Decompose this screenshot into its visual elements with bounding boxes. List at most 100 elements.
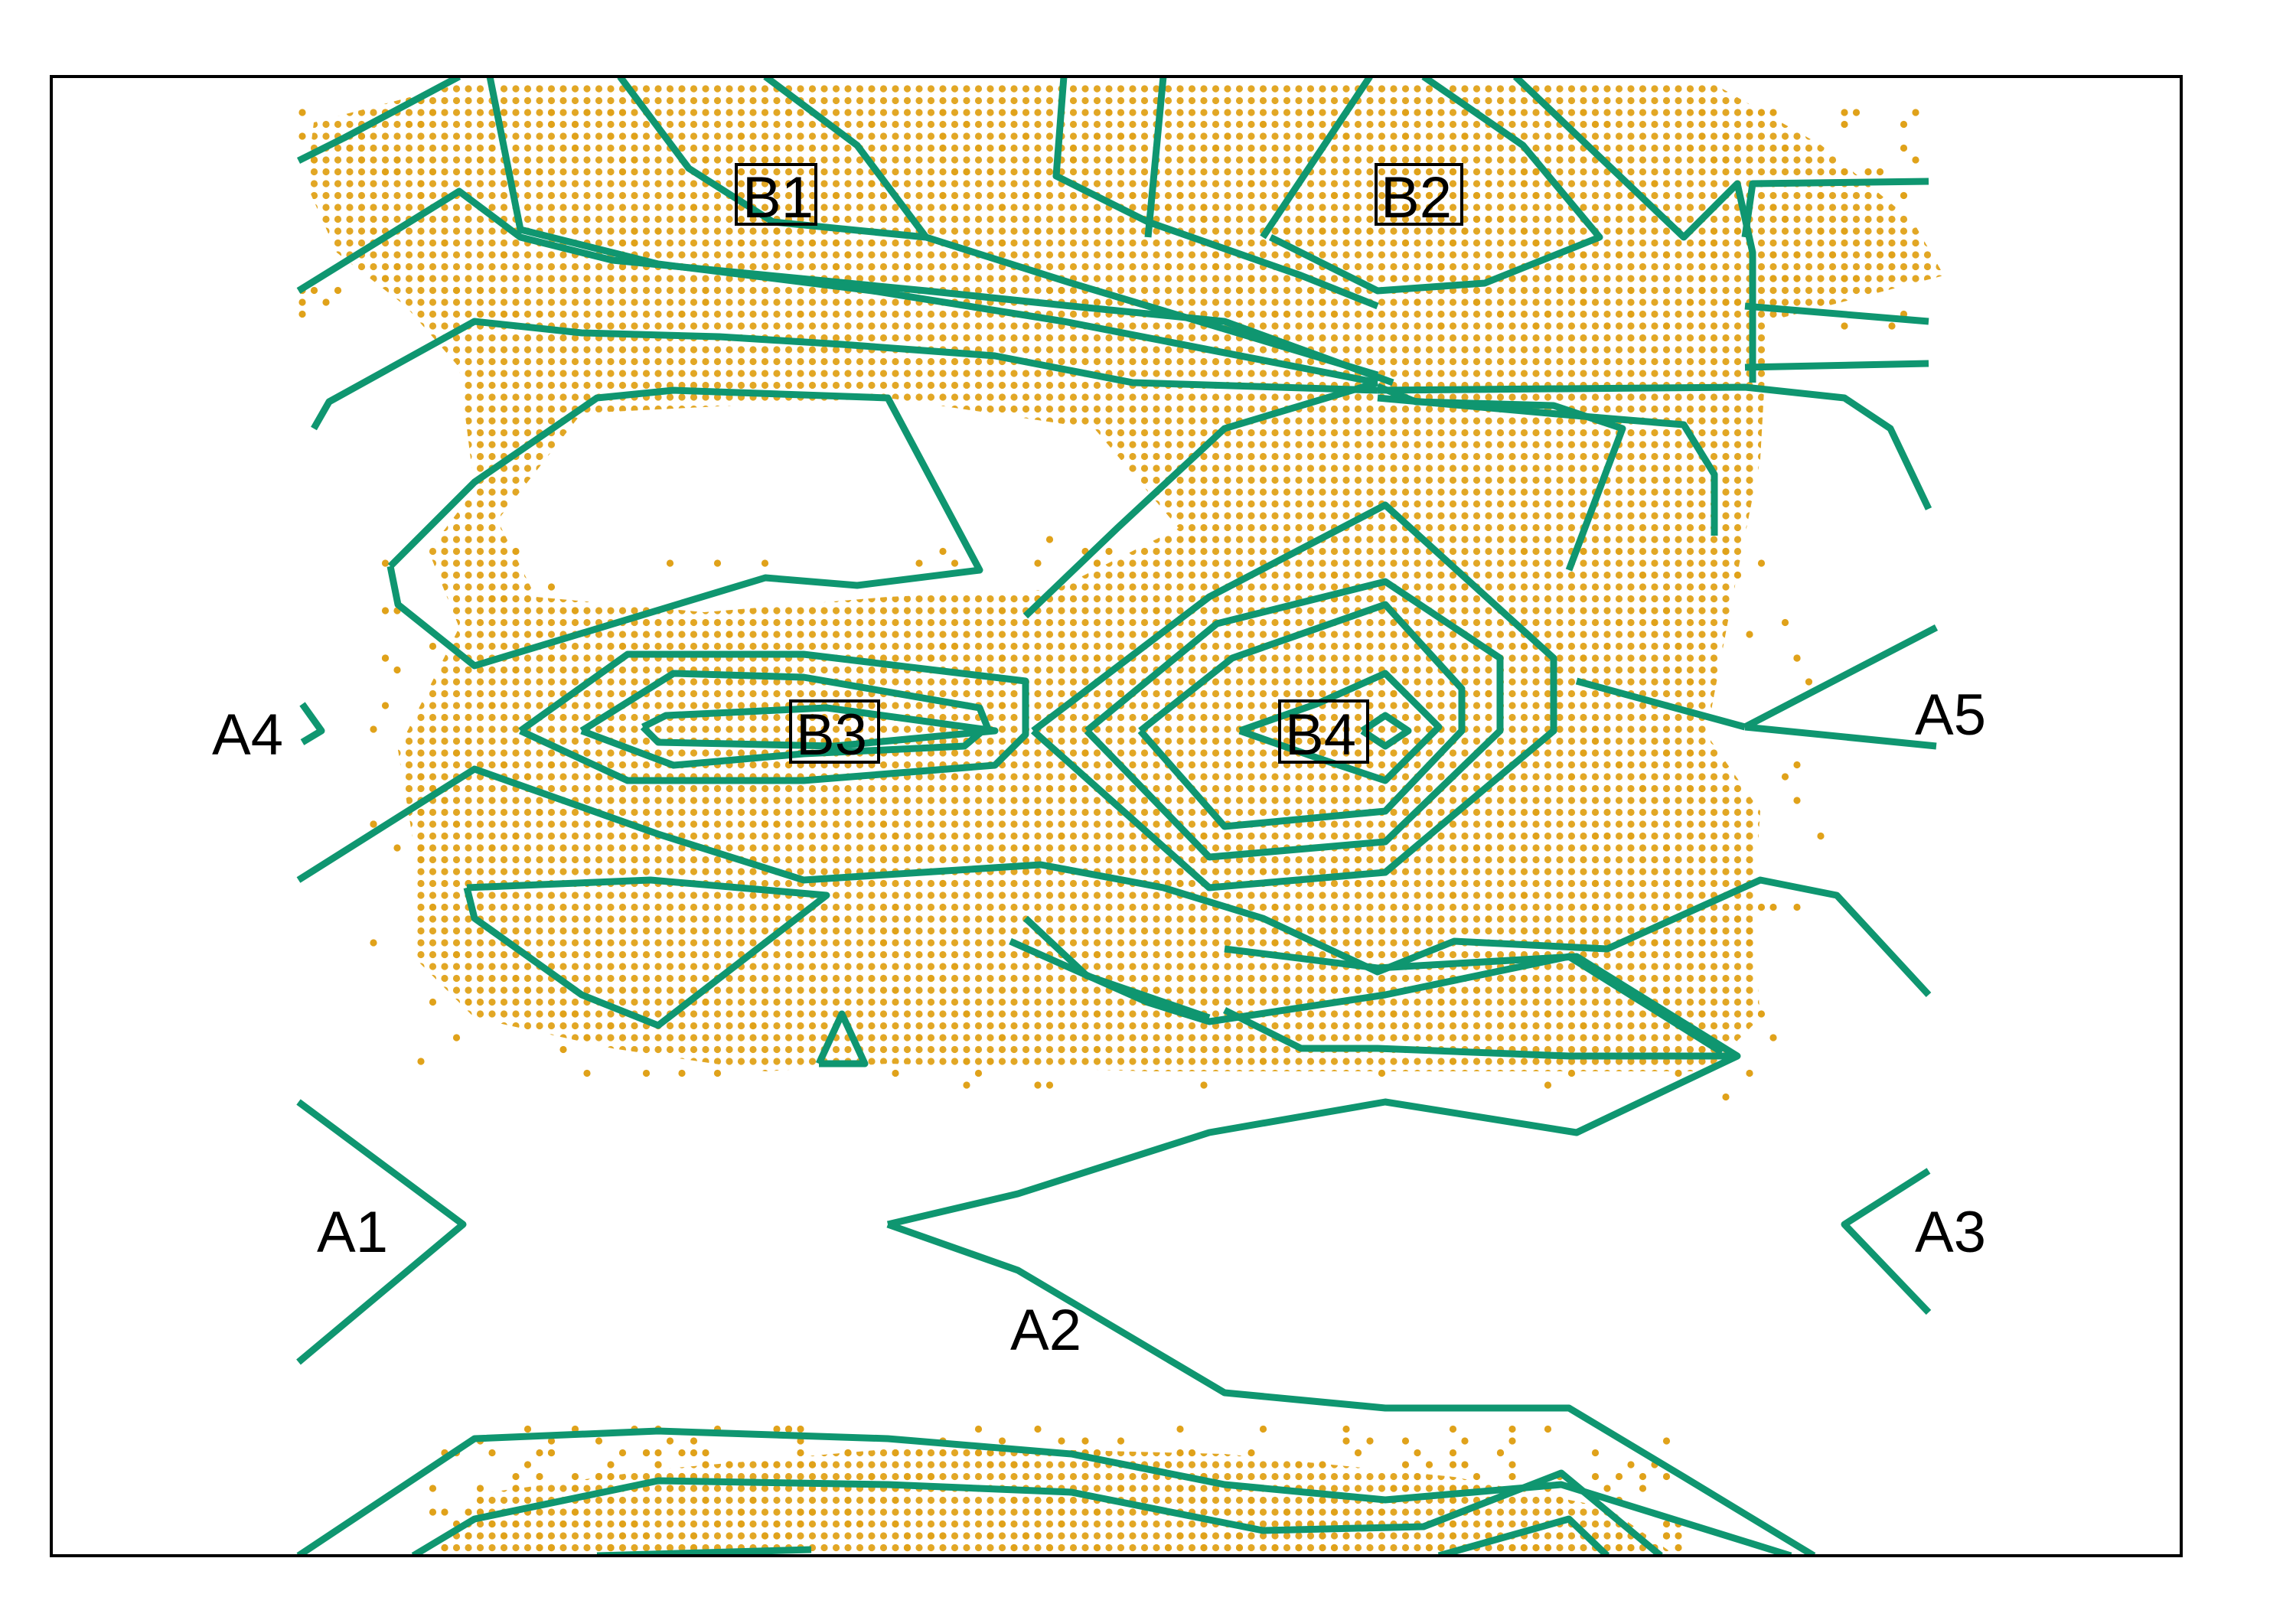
stipple-dot bbox=[417, 856, 425, 864]
stipple-dot bbox=[1306, 820, 1315, 828]
stipple-dot bbox=[1105, 227, 1113, 235]
stipple-dot bbox=[1710, 156, 1718, 164]
stipple-dot bbox=[488, 1520, 496, 1528]
stipple-dot bbox=[1425, 262, 1433, 271]
stipple-dot bbox=[1520, 227, 1528, 235]
stipple-dot bbox=[583, 1069, 591, 1077]
stipple-dot bbox=[571, 144, 579, 152]
stipple-dot bbox=[1757, 109, 1766, 116]
stipple-dot bbox=[357, 132, 366, 140]
contour-line bbox=[1575, 677, 1746, 731]
stipple-dot bbox=[1675, 879, 1682, 888]
stipple-dot bbox=[536, 631, 543, 638]
stipple-dot bbox=[452, 950, 461, 959]
stipple-dot bbox=[1093, 1045, 1101, 1054]
stipple-dot bbox=[1247, 559, 1255, 567]
stipple-dot bbox=[1330, 571, 1339, 579]
stipple-dot bbox=[1354, 986, 1362, 994]
stipple-dot bbox=[1449, 1485, 1457, 1492]
stipple-dot bbox=[1496, 310, 1505, 318]
stipple-dot bbox=[844, 298, 852, 306]
stipple-dot bbox=[678, 215, 686, 223]
stipple-dot bbox=[832, 239, 840, 247]
contour-line bbox=[1743, 624, 1939, 730]
stipple-dot bbox=[1235, 310, 1244, 318]
stipple-dot bbox=[1449, 1496, 1457, 1504]
stipple-dot bbox=[1319, 879, 1326, 888]
stipple-dot bbox=[879, 191, 888, 200]
stipple-dot bbox=[381, 654, 390, 662]
stipple-dot bbox=[1093, 1449, 1101, 1457]
stipple-dot bbox=[654, 227, 662, 235]
stipple-dot bbox=[1306, 1508, 1315, 1516]
stipple-dot bbox=[1520, 180, 1528, 187]
stipple-dot bbox=[1544, 1081, 1552, 1089]
stipple-dot bbox=[737, 1508, 745, 1516]
stipple-region-lower bbox=[433, 1446, 1676, 1556]
stipple-dot bbox=[1757, 903, 1766, 911]
stipple-dot bbox=[1319, 678, 1326, 686]
label-a2-text: A2 bbox=[1010, 1298, 1081, 1363]
stipple-dot bbox=[1212, 144, 1220, 152]
stipple-dot bbox=[1247, 156, 1255, 164]
stipple-dot bbox=[1153, 986, 1160, 994]
stipple-dot bbox=[868, 1472, 876, 1481]
stipple-dot bbox=[631, 239, 638, 247]
stipple-dot bbox=[1058, 832, 1065, 840]
stipple-dot bbox=[1757, 559, 1766, 567]
stipple-dot bbox=[1093, 1508, 1101, 1516]
stipple-dot bbox=[987, 1532, 994, 1540]
stipple-dot bbox=[1224, 832, 1231, 840]
stipple-dot bbox=[1817, 832, 1825, 840]
stipple-dot bbox=[1235, 702, 1244, 709]
stipple-dot bbox=[1117, 689, 1125, 698]
stipple-dot bbox=[1710, 251, 1718, 259]
stipple-dot bbox=[1176, 191, 1184, 200]
stipple-dot bbox=[452, 820, 461, 828]
stipple-dot bbox=[1295, 998, 1303, 1006]
stipple-dot bbox=[1200, 215, 1208, 223]
label-a1: A1 bbox=[317, 1200, 388, 1265]
stipple-dot bbox=[1045, 1081, 1054, 1089]
stipple-dot bbox=[571, 120, 579, 129]
stipple-dot bbox=[1757, 1010, 1766, 1018]
stipple-dot bbox=[1200, 1496, 1208, 1504]
stipple-dot bbox=[1366, 950, 1374, 959]
stipple-dot bbox=[417, 156, 425, 164]
stipple-dot bbox=[1259, 1425, 1267, 1433]
stipple-dot bbox=[749, 1496, 757, 1504]
stipple-dot bbox=[987, 915, 994, 923]
stipple-dot bbox=[1390, 689, 1397, 698]
stipple-dot bbox=[868, 239, 876, 247]
stipple-dot bbox=[1698, 251, 1706, 259]
stipple-dot bbox=[939, 1449, 947, 1457]
stipple-dot bbox=[465, 1508, 472, 1516]
stipple-dot bbox=[476, 286, 484, 295]
stipple-dot bbox=[1698, 275, 1706, 282]
stipple-dot bbox=[998, 204, 1006, 211]
stipple-dot bbox=[987, 1449, 994, 1457]
stipple-dot bbox=[797, 903, 804, 911]
stipple-dot bbox=[808, 168, 817, 176]
stipple-dot bbox=[1841, 227, 1848, 235]
stipple-dot bbox=[1698, 1045, 1706, 1054]
stipple-dot bbox=[974, 678, 983, 686]
stipple-dot bbox=[1449, 1058, 1457, 1065]
stipple-dot bbox=[951, 963, 959, 970]
stipple-dot bbox=[370, 820, 377, 828]
stipple-dot bbox=[1235, 761, 1244, 769]
stipple-dot bbox=[488, 702, 496, 709]
stipple-dot bbox=[1224, 631, 1231, 638]
stipple-dot bbox=[1330, 1508, 1339, 1516]
stipple-dot bbox=[666, 1485, 674, 1492]
stipple-dot bbox=[1295, 156, 1303, 164]
stipple-dot bbox=[951, 204, 959, 211]
stipple-dot bbox=[1852, 275, 1861, 282]
stipple-dot bbox=[571, 1472, 579, 1481]
stipple-dot bbox=[1105, 547, 1113, 556]
stipple-dot bbox=[1295, 583, 1303, 591]
stipple-dot bbox=[1485, 915, 1492, 923]
stipple-dot bbox=[892, 1069, 899, 1077]
stipple-dot bbox=[1662, 251, 1671, 259]
stipple-dot bbox=[1200, 832, 1208, 840]
